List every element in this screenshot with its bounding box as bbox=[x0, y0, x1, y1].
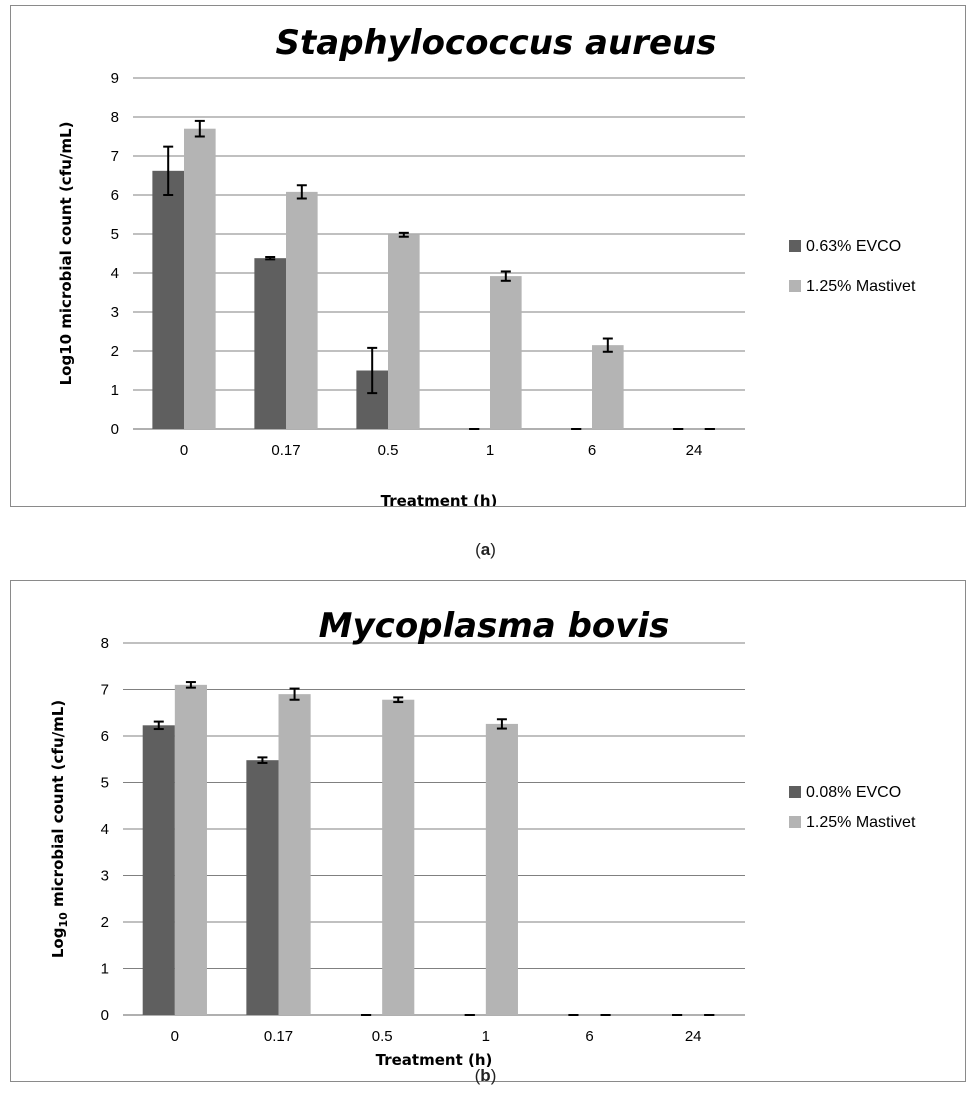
x-tick-label: 6 bbox=[585, 1028, 593, 1045]
bar-series1 bbox=[142, 725, 175, 1015]
chart-panel-a: 0 1 2 3 4 5 6 7 8 9 Staphylococcus aureus 0 0.17 0.5 1… bbox=[10, 5, 966, 507]
chart-b-svg: 0 1 2 3 4 5 6 7 8 Mycoplasma bovis 0 0.17 0.5 1 6 24 Tre… bbox=[49, 606, 916, 1069]
x-tick-label: 0.17 bbox=[264, 1028, 293, 1045]
bar-series2 bbox=[286, 191, 318, 429]
legend-swatch bbox=[789, 816, 801, 828]
y-tick-label: 4 bbox=[101, 821, 109, 838]
error-bar bbox=[496, 718, 507, 730]
bar-series2 bbox=[485, 723, 518, 1015]
legend-label: 1.25% Mastivet bbox=[806, 814, 916, 831]
y-tick-label: 6 bbox=[111, 187, 119, 204]
x-tick-label: 0.17 bbox=[271, 442, 300, 459]
x-tick-label: 24 bbox=[685, 1028, 702, 1045]
chart-panel-b: 0 1 2 3 4 5 6 7 8 Mycoplasma bovis 0 0.17 0.5 1 6 24 Tre… bbox=[10, 580, 966, 1082]
caption-a: (a) bbox=[475, 540, 496, 559]
y-axis-label-rest: microbial count (cfu/mL) bbox=[49, 700, 67, 912]
error-bar bbox=[500, 270, 511, 282]
error-bar bbox=[163, 145, 174, 196]
error-bar bbox=[296, 184, 307, 200]
bar-series2 bbox=[382, 699, 415, 1015]
x-tick-label: 0 bbox=[180, 442, 188, 459]
x-tick-label: 24 bbox=[686, 442, 703, 459]
y-axis-label-main: Log bbox=[49, 928, 67, 959]
error-bar bbox=[398, 231, 409, 238]
y-tick-label: 3 bbox=[101, 868, 109, 885]
y-tick-label: 2 bbox=[111, 343, 119, 360]
y-tick-label: 1 bbox=[111, 382, 119, 399]
y-tick-label: 3 bbox=[111, 304, 119, 321]
bar-series2 bbox=[490, 276, 522, 429]
x-tick-label: 1 bbox=[486, 442, 494, 459]
chart-title: Staphylococcus aureus bbox=[276, 23, 717, 63]
bar-series1 bbox=[246, 760, 279, 1015]
legend-swatch bbox=[789, 240, 801, 252]
y-tick-label: 5 bbox=[101, 775, 109, 792]
y-tick-label: 7 bbox=[111, 148, 119, 165]
y-tick-label: 1 bbox=[101, 961, 109, 978]
legend-label: 0.08% EVCO bbox=[806, 784, 901, 801]
y-axis-label: Log10 microbial count (cfu/mL) bbox=[49, 700, 70, 958]
error-bar bbox=[194, 119, 205, 138]
x-tick-label: 1 bbox=[482, 1028, 490, 1045]
error-bar bbox=[602, 337, 613, 353]
error-bar bbox=[185, 681, 196, 689]
bar-series2 bbox=[184, 128, 216, 429]
bar-series1 bbox=[254, 258, 286, 429]
error-bar bbox=[153, 720, 164, 731]
x-tick-label: 0.5 bbox=[372, 1028, 393, 1045]
x-tick-label: 0.5 bbox=[378, 442, 399, 459]
legend-label: 1.25% Mastivet bbox=[806, 278, 916, 295]
legend-swatch bbox=[789, 786, 801, 798]
bar-series2 bbox=[278, 694, 311, 1015]
x-axis-label: Treatment (h) bbox=[376, 1051, 493, 1069]
y-tick-label: 0 bbox=[101, 1007, 109, 1024]
bar-series2 bbox=[388, 234, 420, 429]
bar-series1 bbox=[152, 170, 184, 429]
y-tick-label: 4 bbox=[111, 265, 119, 282]
x-tick-label: 6 bbox=[588, 442, 596, 459]
error-bar bbox=[367, 346, 378, 395]
y-tick-label: 8 bbox=[111, 109, 119, 126]
error-bar bbox=[393, 696, 404, 704]
error-bar bbox=[265, 256, 276, 261]
chart-title: Mycoplasma bovis bbox=[319, 606, 670, 646]
x-axis-label: Treatment (h) bbox=[381, 492, 498, 506]
error-bar bbox=[289, 687, 300, 701]
bar-series2 bbox=[174, 684, 207, 1015]
error-bar bbox=[257, 756, 268, 764]
caption-b: (b) bbox=[474, 1066, 497, 1085]
y-tick-label: 6 bbox=[101, 728, 109, 745]
y-tick-label: 0 bbox=[111, 421, 119, 438]
y-tick-label: 5 bbox=[111, 226, 119, 243]
y-tick-label: 7 bbox=[101, 682, 109, 699]
legend-swatch bbox=[789, 280, 801, 292]
y-axis-label: Log10 microbial count (cfu/mL) bbox=[57, 122, 75, 386]
y-axis-label-subscript: 10 bbox=[57, 912, 70, 928]
bar-series2 bbox=[592, 345, 624, 429]
y-tick-label: 2 bbox=[101, 914, 109, 931]
y-tick-label: 9 bbox=[111, 70, 119, 87]
legend-label: 0.63% EVCO bbox=[806, 238, 901, 255]
y-tick-label: 8 bbox=[101, 635, 109, 652]
x-tick-label: 0 bbox=[171, 1028, 179, 1045]
chart-a-svg: 0 1 2 3 4 5 6 7 8 9 Staphylococcus aureus 0 0.17 0.5 1… bbox=[57, 23, 916, 506]
